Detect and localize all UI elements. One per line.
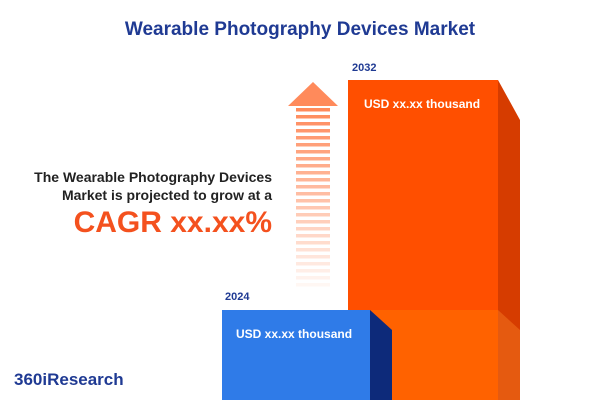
arrow-stripe <box>296 234 330 238</box>
bar-label: USD xx.xx thousand <box>364 97 480 111</box>
arrow-stripe <box>296 108 330 112</box>
arrow-stripe <box>296 255 330 259</box>
arrow-stripe <box>296 227 330 231</box>
arrow-stripe <box>296 241 330 245</box>
arrow-stripe <box>296 136 330 140</box>
arrow-stripe <box>296 164 330 168</box>
arrow-stripe <box>296 192 330 196</box>
year-label: 2032 <box>352 62 376 74</box>
cagr: CAGR xx.xx% <box>74 206 272 239</box>
arrow-stripe <box>296 269 330 273</box>
arrow-stripe <box>296 283 330 287</box>
arrow-stripe <box>296 185 330 189</box>
arrow-stripe <box>296 248 330 252</box>
arrow-stripe <box>296 150 330 154</box>
growth-arrow <box>288 82 338 287</box>
arrow-stripe <box>296 115 330 119</box>
description-line: The Wearable Photography Devices <box>34 169 272 185</box>
year-label: 2024 <box>225 291 250 303</box>
logo: 360iResearch <box>14 370 124 389</box>
arrow-stripe <box>296 206 330 210</box>
arrow-stripe <box>296 199 330 203</box>
description-line: Market is projected to grow at a <box>62 187 272 203</box>
arrow-stripe <box>296 220 330 224</box>
bar-side <box>370 310 392 400</box>
arrow-stripe <box>296 213 330 217</box>
arrow-stripe <box>296 129 330 133</box>
arrow-stripe <box>296 276 330 280</box>
arrow-head <box>288 82 338 106</box>
arrow-stripe <box>296 171 330 175</box>
bar-side-lower <box>498 310 520 400</box>
title: Wearable Photography Devices Market <box>125 19 476 40</box>
arrow-stripe <box>296 143 330 147</box>
arrow-stripe <box>296 178 330 182</box>
bar-label: USD xx.xx thousand <box>236 327 352 341</box>
bar <box>222 310 370 400</box>
arrow-stripe <box>296 122 330 126</box>
arrow-stripe <box>296 157 330 161</box>
arrow-stripe <box>296 262 330 266</box>
